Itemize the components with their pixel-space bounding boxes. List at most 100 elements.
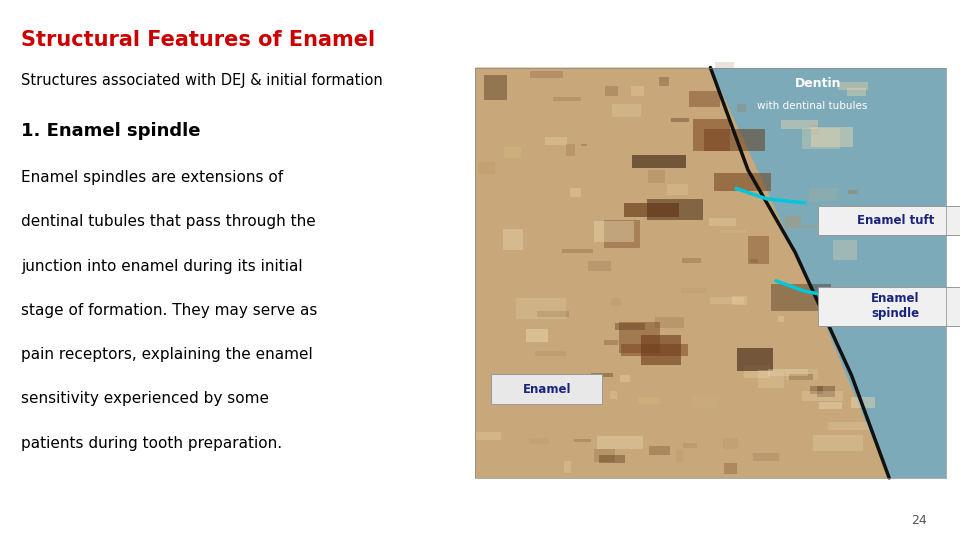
Text: with dentinal tubules: with dentinal tubules (757, 101, 868, 111)
Bar (610, 390, 617, 399)
Bar (671, 118, 689, 122)
Bar (614, 323, 645, 329)
Bar (650, 446, 670, 455)
Text: junction into enamel during its initial: junction into enamel during its initial (21, 259, 302, 274)
Bar (477, 161, 495, 174)
Text: Dentin: Dentin (795, 77, 842, 90)
Bar (748, 236, 769, 264)
Bar (705, 129, 765, 151)
Bar (531, 387, 557, 393)
Bar (605, 340, 618, 345)
Bar (828, 422, 872, 429)
Bar (809, 188, 837, 201)
Bar (689, 91, 720, 107)
Bar (676, 450, 684, 462)
Bar (504, 147, 521, 158)
Bar (564, 461, 571, 473)
Bar (619, 322, 660, 353)
Text: patients during tooth preparation.: patients during tooth preparation. (21, 436, 282, 451)
Bar (813, 435, 863, 451)
Bar (667, 184, 688, 195)
Bar (641, 335, 681, 365)
Bar (811, 125, 819, 135)
Bar (724, 463, 736, 474)
Bar (660, 77, 668, 86)
Bar (737, 104, 746, 112)
FancyBboxPatch shape (492, 374, 603, 403)
Bar (802, 225, 831, 228)
Bar (624, 204, 679, 217)
Bar (553, 97, 582, 101)
Bar (531, 71, 563, 78)
Bar (604, 220, 639, 248)
Bar (648, 170, 664, 183)
Bar (819, 402, 842, 409)
Bar (475, 68, 946, 478)
Bar (475, 68, 946, 478)
FancyBboxPatch shape (818, 287, 960, 326)
Bar (588, 261, 611, 271)
Bar (632, 155, 686, 168)
Text: 1. Enamel spindle: 1. Enamel spindle (21, 122, 201, 139)
FancyBboxPatch shape (818, 206, 960, 235)
Bar (768, 369, 807, 376)
Bar (758, 370, 784, 388)
Bar (529, 437, 549, 444)
Bar (715, 62, 734, 68)
Bar (714, 173, 771, 191)
Bar (772, 285, 831, 311)
Bar (753, 453, 780, 461)
Bar (720, 230, 746, 233)
Bar (606, 86, 617, 97)
Text: Structures associated with DEJ & initial formation: Structures associated with DEJ & initial… (21, 73, 383, 88)
Bar (516, 298, 565, 319)
Bar (778, 316, 784, 321)
Bar (526, 329, 547, 342)
Bar (802, 390, 844, 401)
Text: dentinal tubules that pass through the: dentinal tubules that pass through the (21, 214, 316, 230)
Bar (484, 75, 508, 99)
Bar (781, 120, 818, 129)
Bar (709, 296, 744, 305)
Bar (612, 104, 641, 117)
Bar (562, 248, 593, 253)
Bar (570, 187, 582, 197)
Bar (683, 443, 697, 448)
Bar (611, 298, 621, 306)
Bar (591, 373, 612, 377)
Bar (631, 86, 644, 96)
Bar (538, 311, 569, 317)
Bar (693, 119, 730, 151)
Bar (599, 455, 625, 463)
Bar (594, 221, 634, 242)
Bar (536, 351, 566, 356)
Text: Enamel
spindle: Enamel spindle (871, 293, 920, 320)
Bar (621, 344, 688, 356)
Bar (851, 396, 875, 408)
Bar (566, 144, 575, 156)
Bar (732, 296, 748, 305)
Bar (476, 431, 501, 440)
Bar (683, 258, 701, 264)
Bar (838, 82, 868, 90)
Text: Enamel: Enamel (522, 382, 571, 395)
Text: stage of formation. They may serve as: stage of formation. They may serve as (21, 303, 318, 318)
Bar (737, 348, 774, 371)
Bar (574, 440, 591, 442)
Bar (503, 229, 523, 249)
Bar (681, 288, 706, 293)
Bar (647, 199, 704, 220)
Bar (581, 144, 588, 146)
Bar (817, 386, 835, 397)
Bar (848, 191, 858, 194)
Bar (593, 449, 615, 462)
Bar (810, 386, 824, 394)
Bar (811, 127, 852, 147)
Bar (847, 89, 866, 96)
Bar (723, 438, 738, 449)
Text: Enamel spindles are extensions of: Enamel spindles are extensions of (21, 170, 283, 185)
Bar (620, 375, 631, 382)
Bar (655, 317, 684, 328)
Text: 24: 24 (911, 514, 926, 526)
Bar (545, 137, 566, 145)
